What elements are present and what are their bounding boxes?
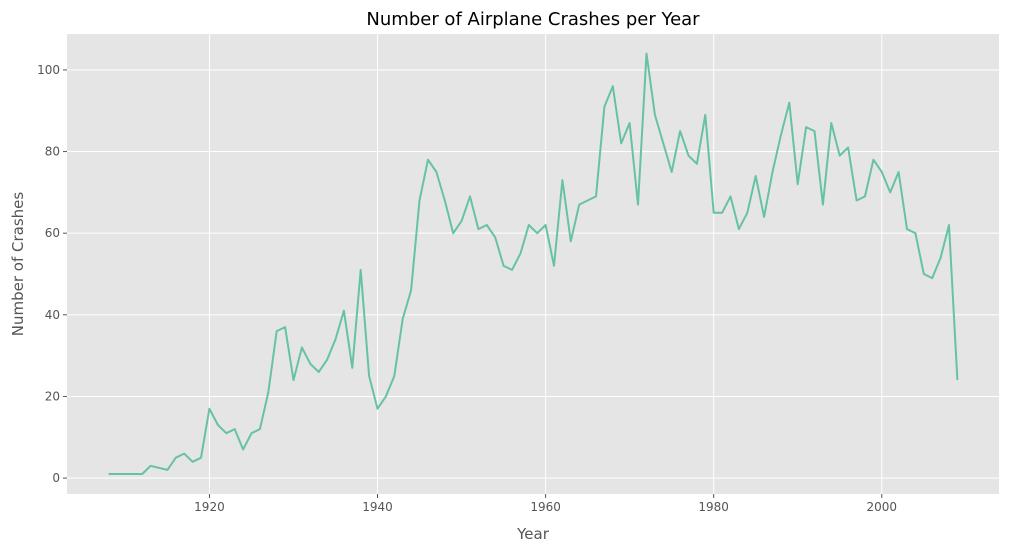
- x-axis-label: Year: [516, 525, 550, 543]
- series: [108, 52, 959, 475]
- x-tick-label: 2000: [866, 500, 897, 514]
- y-tick-label: 40: [45, 308, 60, 322]
- ticks: 1920 1940 1960 1980 2000 0 20 40 60 80 100: [37, 63, 897, 514]
- x-tick-label: 1960: [530, 500, 561, 514]
- x-tick-label: 1940: [362, 500, 393, 514]
- y-tick-label: 20: [45, 389, 60, 403]
- y-tick-label: 100: [37, 63, 60, 77]
- chart-title: Number of Airplane Crashes per Year: [366, 9, 700, 30]
- y-tick-label: 0: [52, 471, 60, 485]
- x-tick-label: 1980: [698, 500, 729, 514]
- x-tick-label: 1920: [194, 500, 225, 514]
- y-axis-label: Number of Crashes: [9, 192, 27, 337]
- y-tick-label: 80: [45, 145, 60, 159]
- crashes-line: [108, 52, 959, 475]
- plot-area: [67, 34, 999, 494]
- y-tick-label: 60: [45, 226, 60, 240]
